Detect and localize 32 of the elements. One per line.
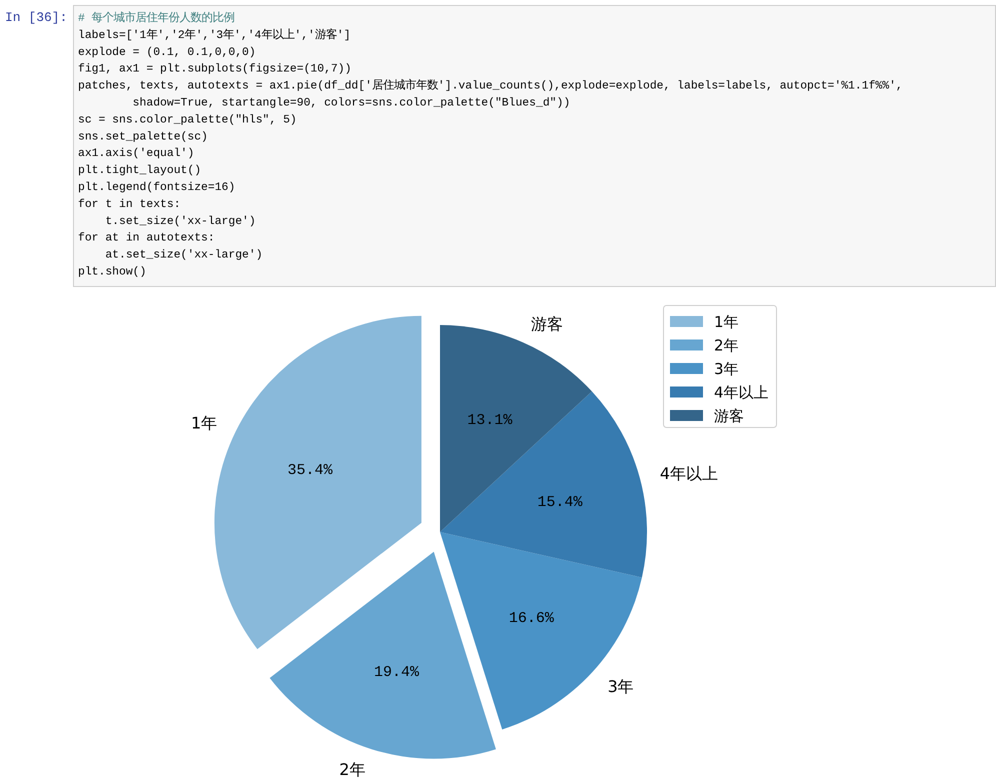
text: sc = sns.color_palette("hls", 5) xyxy=(78,113,297,126)
data-label: 13.1% xyxy=(467,412,514,430)
data-label: 16.6% xyxy=(508,610,555,628)
data-label: 19.4% xyxy=(374,664,420,682)
text: labels=['1年','2年','3年','4年以上','游客'] xyxy=(78,28,351,42)
text: plt.tight_layout() xyxy=(78,164,202,178)
slice-label: 游客 xyxy=(531,314,564,334)
text: sns.set_palette(sc) xyxy=(78,130,208,144)
text: for at in autotexts: xyxy=(78,232,215,245)
text: explode = (0.1, 0.1,0,0,0) xyxy=(78,46,256,59)
text: for t in texts: xyxy=(78,198,181,211)
text: plt.legend(fontsize=16) xyxy=(78,181,236,194)
text: patches, texts, autotexts = ax1.pie(df_dd['居住城市年数'].value_counts(),explode=explode, labels=labels, autopct='%1.1f%%', xyxy=(78,78,903,93)
text: t.set_size('xx-large') xyxy=(78,214,256,228)
slice-label: 3年 xyxy=(608,677,634,696)
slice-label: 1年 xyxy=(190,413,218,432)
text: In [36]: xyxy=(5,10,68,25)
legend-label: 3年 xyxy=(714,360,739,378)
slice-label: 2年 xyxy=(339,760,366,779)
text: ax1.axis('equal') xyxy=(78,147,194,160)
text: # 每个城市居住年份人数的比例 xyxy=(78,11,235,25)
data-label: 15.4% xyxy=(537,494,584,511)
slice-label: 4年以上 xyxy=(660,464,718,483)
text: at.set_size('xx-large') xyxy=(78,248,263,262)
caption: fig1, ax1 = plt.subplots(figsize=(10,7)) xyxy=(78,62,352,76)
text: shadow=True, startangle=90, colors=sns.color_palette("Blues_d")) xyxy=(78,96,570,110)
legend-label: 4年以上 xyxy=(714,384,769,402)
text: plt.show() xyxy=(78,266,146,278)
legend-label: 1年 xyxy=(714,313,739,331)
data-label: 35.4% xyxy=(288,462,334,479)
legend-label: 游客 xyxy=(714,407,744,425)
legend-label: 2年 xyxy=(714,336,739,354)
